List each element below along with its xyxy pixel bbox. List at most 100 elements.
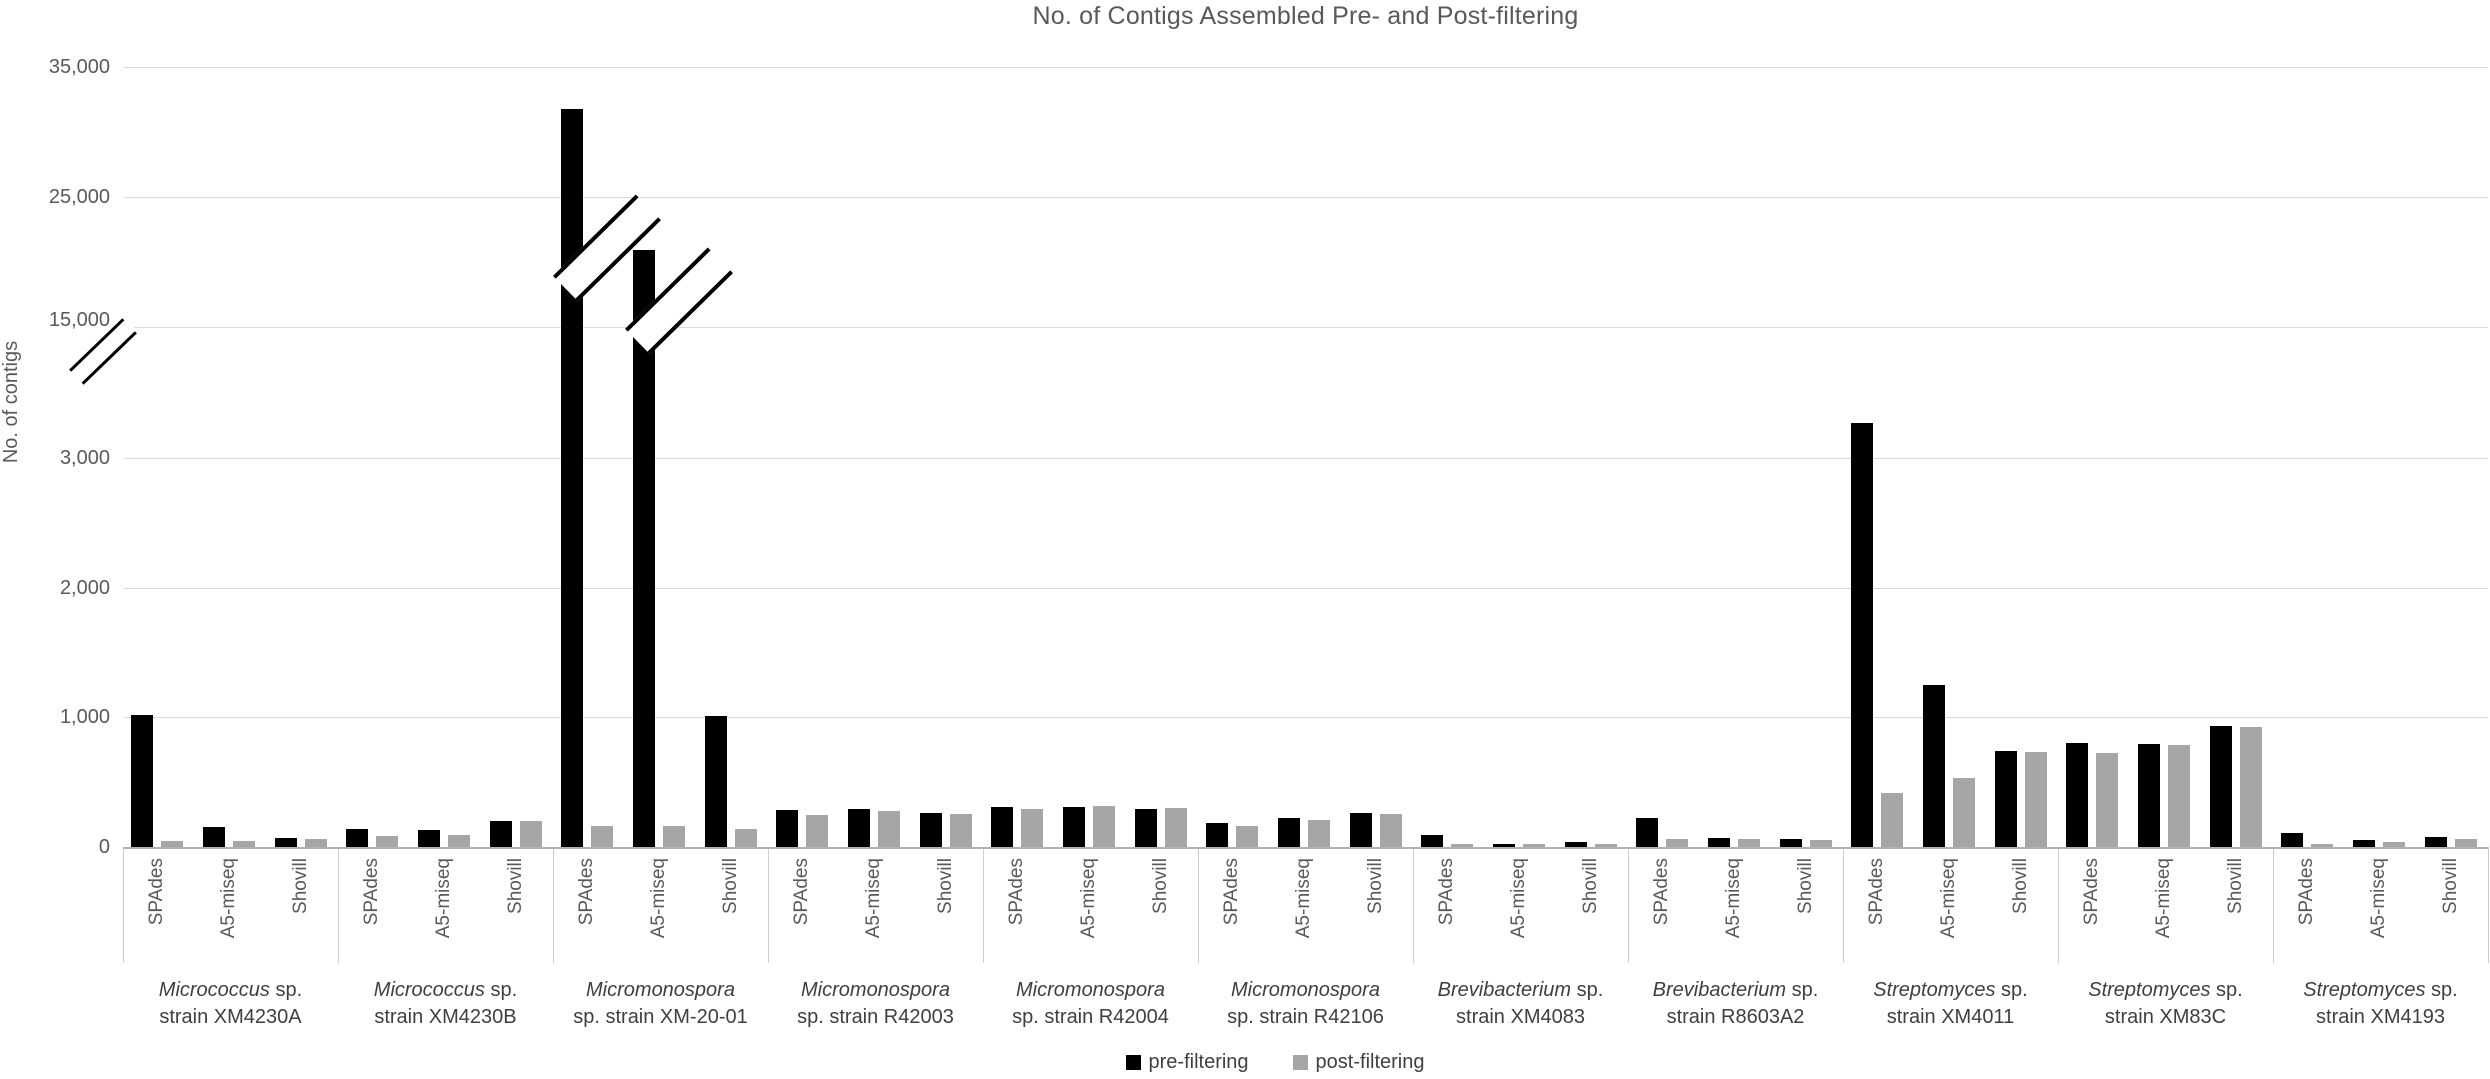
bar-pre-filtering — [131, 714, 153, 847]
bar-post-filtering — [1738, 839, 1760, 847]
group-label-strain: Brevibacterium sp. strain R8603A2 — [1652, 979, 1819, 1028]
category-divider — [338, 847, 339, 963]
assembler-label-A5-miseq: A5-miseq — [1293, 858, 1314, 939]
legend-label-post: post-filtering — [1315, 1050, 1425, 1073]
bar-pre-filtering — [991, 806, 1013, 847]
gridline-2,000 — [123, 588, 2488, 589]
genus-name: Brevibacterium — [1652, 979, 1787, 1001]
assembler-label-A5-miseq: A5-miseq — [1938, 858, 1959, 939]
assembler-label-SPAdes: SPAdes — [1651, 858, 1672, 926]
genus-name: Micromonospora — [1016, 979, 1165, 1001]
bar-pre-filtering — [1421, 834, 1443, 847]
assembler-label-A5-miseq: A5-miseq — [863, 858, 884, 939]
assembler-label-A5-miseq: A5-miseq — [2153, 858, 2174, 939]
bar-post-filtering — [1451, 844, 1473, 847]
legend-item-pre-filtering: pre-filtering — [1125, 1051, 1249, 1074]
bar-post-filtering — [161, 840, 183, 847]
post-filtering-swatch — [1292, 1054, 1308, 1070]
assembler-label-Shovill: Shovill — [2440, 858, 2461, 914]
assembler-label-SPAdes: SPAdes — [1221, 858, 1242, 926]
bar-pre-filtering — [490, 821, 512, 847]
assembler-label-SPAdes: SPAdes — [2081, 858, 2102, 926]
group-label-strain: Micrococcus sp. strain XM4230B — [373, 979, 518, 1028]
category-divider — [2488, 847, 2489, 963]
bar-pre-filtering — [418, 830, 440, 847]
group-label-strain: Micromonospora sp. strain R42004 — [1012, 979, 1169, 1028]
bar-post-filtering — [1881, 792, 1903, 847]
assembler-label-SPAdes: SPAdes — [2296, 858, 2317, 926]
bar-pre-filtering — [1135, 808, 1157, 847]
genus-name: Micrococcus — [158, 979, 270, 1001]
bar-post-filtering — [1165, 808, 1187, 847]
bar-pre-filtering — [1493, 843, 1515, 847]
bar-post-filtering — [663, 826, 685, 847]
assembler-label-Shovill: Shovill — [1795, 858, 1816, 914]
bar-post-filtering — [1810, 839, 1832, 847]
group-label-strain: Micromonospora sp. strain R42003 — [797, 979, 954, 1028]
category-divider — [1413, 847, 1414, 963]
y-tick-2,000: 2,000 — [59, 577, 110, 599]
assembler-label-SPAdes: SPAdes — [576, 858, 597, 926]
bar-pre-filtering — [705, 716, 727, 847]
category-divider — [1628, 847, 1629, 963]
group-label-strain: Brevibacterium sp. strain XM4083 — [1437, 979, 1604, 1028]
bar-pre-filtering — [561, 108, 583, 847]
bar-post-filtering — [305, 839, 327, 847]
chart-legend: pre-filtering post-filtering — [60, 1049, 2490, 1075]
gridline-3,000 — [123, 458, 2488, 459]
bar-post-filtering — [1523, 844, 1545, 847]
bar-pre-filtering — [633, 250, 655, 847]
bar-post-filtering — [1093, 806, 1115, 847]
bar-post-filtering — [1380, 813, 1402, 847]
genus-name: Brevibacterium — [1437, 979, 1572, 1001]
bar-pre-filtering — [2281, 833, 2303, 847]
bar-post-filtering — [1021, 809, 1043, 847]
bar-pre-filtering — [1708, 837, 1730, 847]
x-axis-line — [123, 847, 2488, 849]
bar-post-filtering — [1953, 777, 1975, 847]
bar-post-filtering — [2025, 751, 2047, 847]
y-tick-25,000: 25,000 — [48, 186, 110, 208]
genus-name: Micrococcus — [373, 979, 485, 1001]
bar-post-filtering — [878, 810, 900, 847]
bar-post-filtering — [448, 835, 470, 847]
assembler-label-Shovill: Shovill — [2225, 858, 2246, 914]
bar-pre-filtering — [1206, 823, 1228, 847]
assembler-label-SPAdes: SPAdes — [146, 858, 167, 926]
assembler-label-SPAdes: SPAdes — [791, 858, 812, 926]
assembler-label-Shovill: Shovill — [290, 858, 311, 914]
bar-post-filtering — [376, 835, 398, 847]
assembler-label-Shovill: Shovill — [935, 858, 956, 914]
assembler-label-Shovill: Shovill — [720, 858, 741, 914]
bar-pre-filtering — [2138, 743, 2160, 847]
bar-post-filtering — [1236, 826, 1258, 847]
bar-pre-filtering — [203, 826, 225, 847]
bar-post-filtering — [2240, 727, 2262, 847]
y-tick-15,000: 15,000 — [48, 309, 110, 331]
assembler-label-A5-miseq: A5-miseq — [2368, 858, 2389, 939]
chart-title: No. of Contigs Assembled Pre- and Post-f… — [1032, 2, 1579, 30]
bar-post-filtering — [950, 813, 972, 847]
bar-pre-filtering — [1851, 423, 1873, 847]
assembler-label-SPAdes: SPAdes — [1006, 858, 1027, 926]
bar-post-filtering — [735, 828, 757, 847]
gridline-25,000 — [123, 197, 2488, 198]
bar-pre-filtering — [1063, 807, 1085, 847]
bar-pre-filtering — [920, 812, 942, 847]
y-tick-1,000: 1,000 — [59, 706, 110, 728]
group-label-strain: Micromonospora sp. strain XM-20-01 — [573, 979, 748, 1028]
bar-pre-filtering — [1350, 813, 1372, 847]
y-tick-3,000: 3,000 — [59, 447, 110, 469]
bar-pre-filtering — [1636, 818, 1658, 847]
group-label-strain: Micrococcus sp. strain XM4230A — [158, 979, 303, 1028]
assembler-label-SPAdes: SPAdes — [1866, 858, 1887, 926]
bar-post-filtering — [2383, 842, 2405, 847]
bar-post-filtering — [2455, 839, 2477, 847]
genus-name: Micromonospora — [586, 979, 735, 1001]
gridline-35,000 — [123, 67, 2488, 68]
bar-pre-filtering — [2210, 726, 2232, 847]
gridline-15,000 — [134, 327, 2488, 328]
legend-item-post-filtering: post-filtering — [1292, 1050, 1425, 1074]
bar-pre-filtering — [2353, 839, 2375, 847]
bar-pre-filtering — [1780, 839, 1802, 847]
